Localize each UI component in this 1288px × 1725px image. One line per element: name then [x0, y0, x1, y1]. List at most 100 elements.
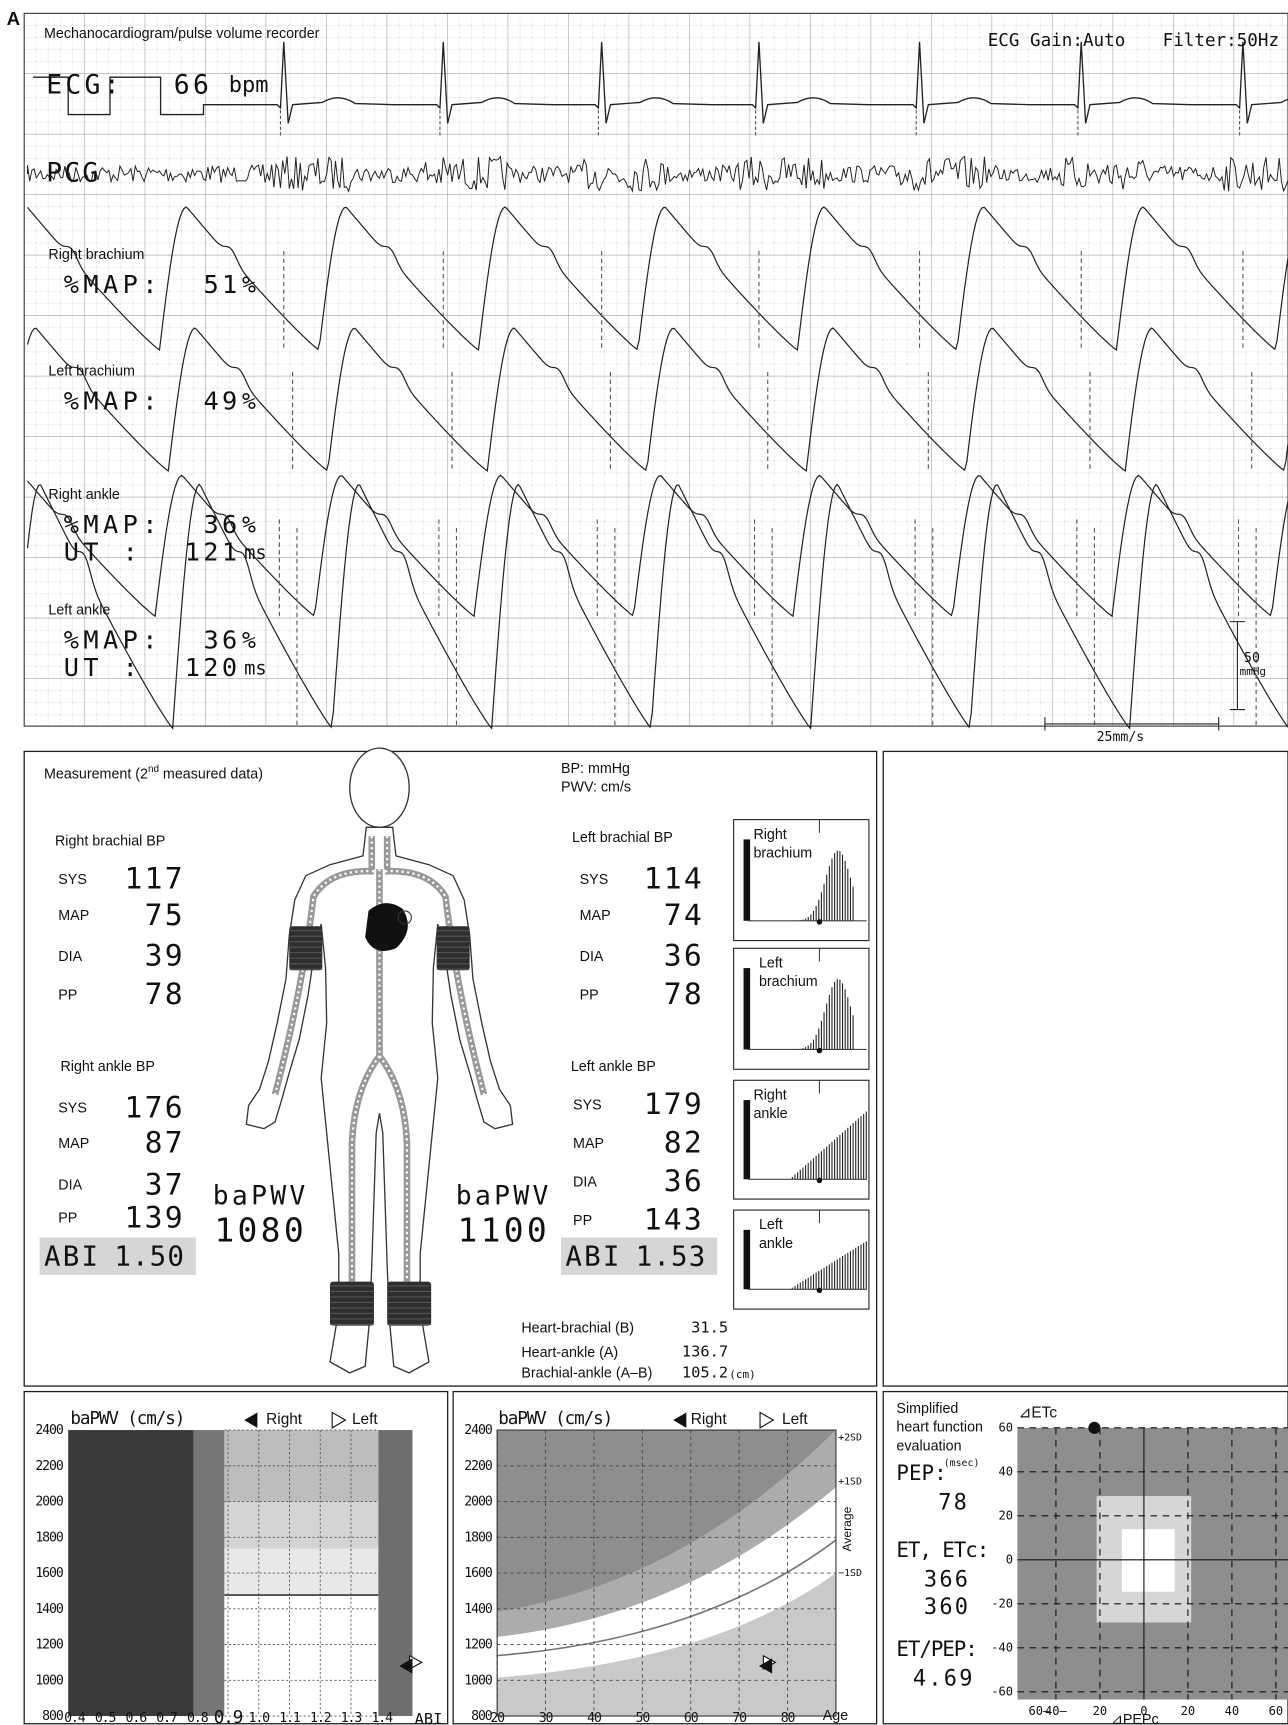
site-title: Left ankle BP — [571, 1059, 656, 1075]
filter: Filter:50Hz — [1163, 31, 1279, 51]
bp-value: 36 — [664, 939, 704, 974]
bp-label: PP — [58, 1211, 77, 1227]
pcg-trace — [27, 155, 1288, 194]
thumb-dot — [816, 1047, 823, 1054]
zone — [193, 1430, 225, 1717]
y-tick-label: 1600 — [35, 1566, 64, 1581]
thumb-wave — [791, 1111, 867, 1180]
y-tick-label: 2400 — [35, 1423, 64, 1438]
x-tick-label: 20 — [1093, 1704, 1108, 1718]
thumb-label: brachium — [753, 845, 812, 861]
bp-label: PP — [573, 1213, 592, 1229]
map-value: 49 — [203, 387, 240, 416]
speed-scale: 25mm/s — [1097, 730, 1145, 745]
distance-label: Brachial-ankle (A–B) — [521, 1366, 652, 1382]
pep-label: PEP: — [896, 1461, 946, 1485]
y-axis-label: ⊿ETc — [1019, 1405, 1058, 1422]
band-label: Average — [840, 1506, 854, 1551]
right-marker — [758, 1658, 773, 1674]
band-label: +2SD — [838, 1433, 862, 1444]
y-tick-label: 40 — [998, 1464, 1013, 1478]
y-tick-label: 800 — [42, 1709, 64, 1724]
legend-right-marker — [244, 1412, 258, 1428]
legend-right-marker — [673, 1412, 687, 1428]
x-tick-label: 1.2 — [310, 1711, 331, 1725]
thumb-box — [733, 947, 870, 1070]
pwv-value: 1100 — [457, 1211, 550, 1250]
x-tick-label: 0 — [1140, 1704, 1147, 1718]
thumb-wave — [791, 850, 854, 921]
abi-value: 1.50 — [114, 1240, 185, 1272]
bp-value: 78 — [664, 977, 704, 1012]
legend-left-marker — [759, 1411, 775, 1429]
abi-box — [39, 1237, 196, 1275]
y-tick-label: 1400 — [464, 1602, 493, 1617]
thumb-dot — [816, 1177, 823, 1184]
band-2sd — [497, 1430, 836, 1637]
x-tick-label: 1.0 — [249, 1711, 271, 1725]
bp-value: 78 — [145, 977, 185, 1012]
cuff — [289, 926, 323, 971]
y-tick-label: 1400 — [35, 1602, 64, 1617]
y-tick-label: 0 — [1006, 1552, 1013, 1566]
heart-title: evaluation — [896, 1438, 961, 1454]
channel-name: Left brachium — [48, 364, 135, 380]
pwv-value: 1080 — [214, 1211, 307, 1250]
distance-unit: (cm) — [729, 1368, 755, 1381]
x-tick-label: 0.9 — [214, 1708, 243, 1725]
cuff — [387, 1281, 432, 1326]
band-label: +1SD — [838, 1477, 862, 1488]
x-tick-label: 1.4 — [371, 1711, 393, 1725]
map-label: %MAP: — [64, 387, 162, 416]
recorder-grid-major — [23, 12, 1288, 727]
map-unit: % — [242, 273, 256, 299]
site-title: Right brachial BP — [55, 833, 165, 849]
measurement-panel — [23, 750, 878, 1387]
y-tick-label: 1800 — [35, 1530, 64, 1545]
bp-value: 143 — [644, 1203, 704, 1238]
y-tick-label: 2000 — [35, 1495, 64, 1510]
zone — [224, 1595, 379, 1717]
plot-frame — [496, 1429, 837, 1717]
bp-label: SYS — [58, 872, 87, 888]
x-axis-label: ⊿PEPc — [1111, 1712, 1159, 1725]
bp-value: 114 — [644, 862, 704, 897]
bp-value: 36 — [664, 1164, 704, 1199]
bp-label: MAP — [580, 908, 611, 924]
channel-name: Right brachium — [48, 247, 144, 263]
distance-label: Heart-brachial (B) — [521, 1321, 634, 1337]
average-line — [497, 1539, 837, 1657]
heart-valve — [397, 910, 412, 925]
bp-value: 179 — [644, 1087, 704, 1122]
map-value: 36 — [203, 625, 240, 654]
thumb-box — [733, 1209, 870, 1310]
ut-unit: ms — [244, 543, 267, 564]
site-title: Right ankle BP — [60, 1059, 154, 1075]
x-axis-label: ABI — [415, 1710, 443, 1725]
thumb-label: Right — [753, 1087, 786, 1103]
heart-point — [1088, 1421, 1101, 1434]
band-1sd — [497, 1487, 836, 1678]
y-tick-label: 2400 — [464, 1423, 493, 1438]
thumb-label: Right — [753, 827, 786, 843]
et-label: ET, ETc: — [896, 1538, 988, 1562]
pwv-label: baPWV — [213, 1181, 309, 1211]
ecg-gain: ECG Gain:Auto — [988, 31, 1126, 51]
zone — [224, 1548, 379, 1596]
amplitude-scale: mmHg — [1240, 665, 1266, 678]
map-unit: % — [242, 628, 256, 654]
bp-value: 117 — [125, 862, 185, 897]
x-tick-label: 40– — [1045, 1704, 1068, 1718]
channel-name: Left ankle — [48, 602, 110, 618]
abi-panel — [23, 1390, 449, 1725]
body-head — [349, 747, 410, 828]
heart-title: Simplified — [896, 1401, 958, 1417]
bp-value: 176 — [125, 1090, 185, 1125]
y-tick-label: 2200 — [464, 1459, 493, 1474]
band-top — [497, 1430, 836, 1612]
ecg-trace — [32, 41, 1288, 124]
cuff — [436, 926, 470, 971]
map-unit: % — [242, 389, 256, 415]
